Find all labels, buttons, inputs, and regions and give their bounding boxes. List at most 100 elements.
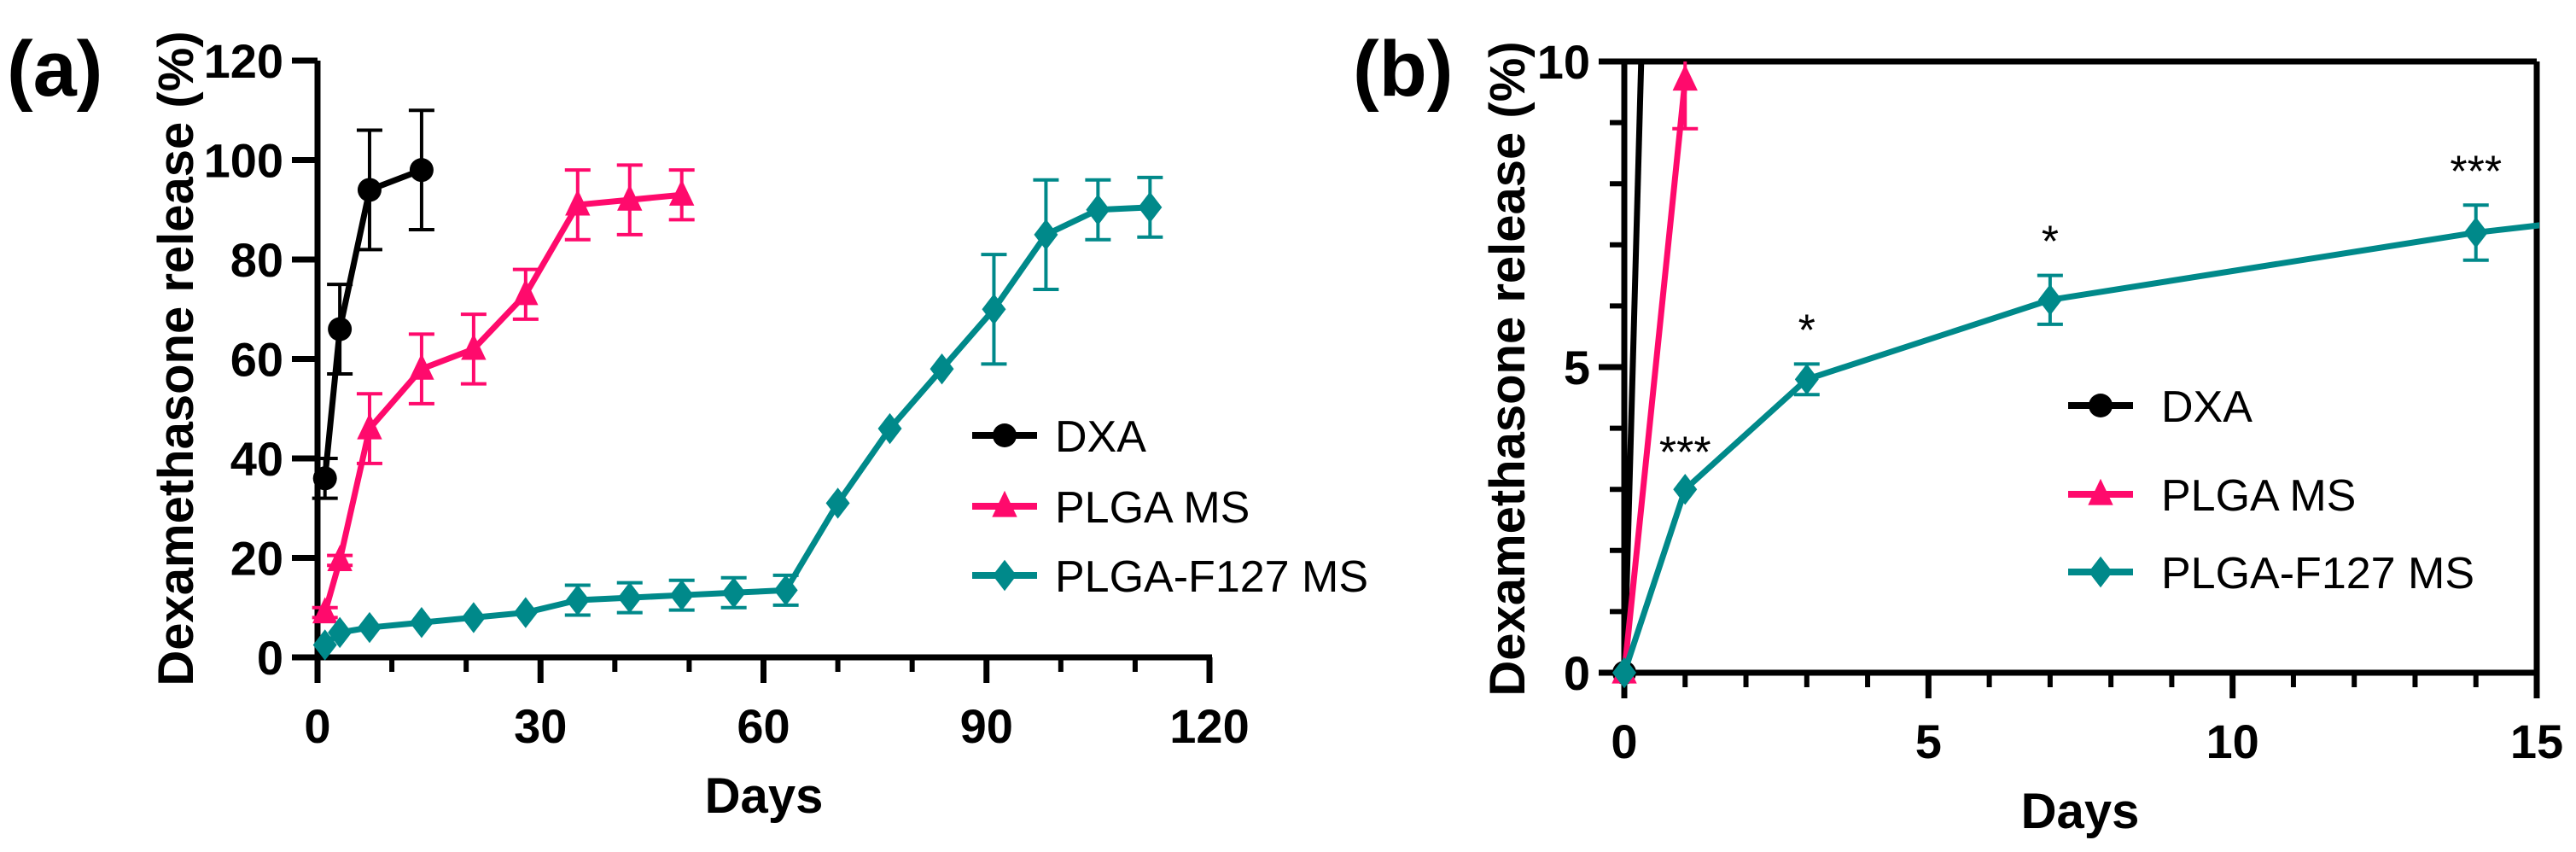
legend-label: PLGA-F127 MS — [2161, 549, 2474, 598]
data-point-plga-f127-ms — [1673, 474, 1698, 505]
data-point-plga-ms — [312, 597, 338, 624]
legend-marker-dxa — [2089, 394, 2113, 417]
series-line-dxa — [1622, 60, 1645, 674]
legend-item-plga-ms: PLGA MS — [2068, 471, 2356, 521]
data-point-dxa — [409, 158, 434, 183]
legend-label: DXA — [1055, 412, 1146, 462]
data-point-plga-ms — [461, 333, 487, 360]
data-point-plga-f127-ms — [2463, 217, 2488, 248]
significance-star: *** — [1659, 429, 1711, 478]
data-point-dxa — [312, 466, 337, 491]
y-tick-label: 60 — [230, 333, 283, 387]
series-line-plga-f127-ms — [1622, 222, 2539, 674]
x-tick-label: 10 — [2206, 715, 2259, 768]
data-point-plga-f127-ms — [1138, 191, 1163, 224]
data-point-plga-f127-ms — [409, 607, 434, 639]
panel-label-b: (b) — [1353, 26, 1453, 113]
series-line-plga-ms — [1622, 79, 1688, 674]
data-point-plga-f127-ms — [1612, 657, 1636, 689]
series-dxa — [312, 108, 434, 500]
x-tick-label: 0 — [304, 699, 330, 753]
data-point-plga-ms — [617, 184, 643, 211]
series-line-group — [1622, 222, 2539, 674]
significance-star: *** — [2450, 147, 2502, 196]
legend-b: DXA PLGA MS PLGA-F127 MS — [2068, 382, 2474, 598]
data-point-dxa — [357, 178, 382, 202]
data-point-plga-f127-ms — [1794, 364, 1819, 395]
legend-label: PLGA MS — [1055, 483, 1250, 533]
data-point-plga-f127-ms — [1034, 219, 1058, 251]
series-plga-f127-ms — [312, 175, 1163, 661]
legend-a: DXA PLGA MS PLGA-F127 MS — [972, 412, 1368, 602]
data-point-plga-f127-ms — [930, 353, 954, 385]
x-tick-label: 5 — [1915, 715, 1942, 768]
data-point-plga-ms — [327, 545, 353, 572]
data-point-plga-ms — [565, 189, 591, 216]
x-tick-label: 30 — [514, 699, 567, 753]
data-point-plga-f127-ms — [1086, 194, 1110, 225]
panel-label-a: (a) — [7, 26, 102, 113]
data-point-plga-f127-ms — [565, 584, 590, 616]
data-point-plga-f127-ms — [328, 616, 353, 649]
data-point-plga-ms — [669, 179, 695, 206]
y-axis-title-a: Dexamethasone release (%) — [149, 31, 204, 686]
y-tick-label: 80 — [230, 233, 283, 287]
legend-item-dxa: DXA — [972, 412, 1146, 462]
y-tick-label: 100 — [204, 134, 283, 188]
axes-a: 0 30 60 90 120 0 20 40 60 80 100 120 — [204, 34, 1250, 753]
significance-annotation: * — [1798, 306, 1815, 355]
y-axis-title-b: Dexamethasone release (%) — [1480, 41, 1536, 696]
data-point-plga-f127-ms — [312, 629, 337, 661]
series-line-plga-ms — [322, 191, 683, 614]
x-tick-label: 90 — [960, 699, 1013, 753]
data-point-plga-f127-ms — [877, 412, 902, 445]
legend-marker-plga-f127-ms — [2089, 556, 2113, 588]
series-line-group — [322, 191, 683, 614]
legend-label: PLGA-F127 MS — [1055, 552, 1368, 602]
legend-marker-dxa — [993, 423, 1017, 447]
data-point-plga-ms — [357, 412, 382, 440]
legend-item-plga-f127-ms: PLGA-F127 MS — [972, 552, 1368, 602]
y-tick-label: 120 — [204, 34, 283, 88]
series-line-group — [322, 166, 423, 479]
x-axis-title-b: Days — [2021, 784, 2140, 839]
legend-marker-plga-ms — [2088, 478, 2113, 505]
y-tick-label: 40 — [230, 432, 283, 486]
data-point-plga-f127-ms — [721, 577, 746, 609]
series-line-group — [1622, 79, 1688, 674]
significance-annotation: *** — [1659, 429, 1711, 478]
data-point-plga-f127-ms — [513, 597, 538, 628]
data-point-plga-f127-ms — [669, 579, 694, 611]
series-line-group — [1622, 60, 1645, 674]
legend-item-plga-f127-ms: PLGA-F127 MS — [2068, 549, 2474, 598]
series-a — [312, 108, 1163, 661]
significance-annotation: *** — [2450, 147, 2502, 196]
data-point-plga-f127-ms — [617, 581, 642, 614]
y-tick-label: 10 — [1537, 35, 1590, 89]
series-line-dxa — [322, 166, 423, 479]
series-b: ******** — [1611, 60, 2539, 689]
axes-b: 0 5 10 15 0 5 10 — [1537, 35, 2563, 768]
series-plga-f127-ms — [1612, 203, 2539, 689]
data-point-plga-f127-ms — [2037, 284, 2062, 316]
legend-label: DXA — [2161, 382, 2253, 432]
data-point-plga-ms — [1672, 64, 1698, 91]
x-axis-title-a: Days — [705, 768, 824, 824]
y-tick-label: 20 — [230, 532, 283, 586]
panel-b: (b) Dexamethasone release (%) Days 0 5 10 1… — [1353, 26, 2563, 839]
x-tick-label: 120 — [1169, 699, 1249, 753]
y-tick-label: 0 — [257, 631, 283, 685]
y-tick-label: 0 — [1564, 646, 1590, 700]
series-plga-ms — [312, 163, 695, 624]
data-point-plga-f127-ms — [825, 487, 850, 519]
legend-label: PLGA MS — [2161, 471, 2356, 521]
data-point-plga-ms — [409, 353, 434, 380]
x-tick-label: 15 — [2510, 715, 2563, 768]
significance-star: * — [1798, 306, 1815, 355]
legend-marker-plga-f127-ms — [993, 559, 1017, 592]
legend-marker-plga-ms — [992, 490, 1017, 517]
data-point-plga-f127-ms — [982, 294, 1006, 325]
panel-a: (a) Dexamethasone release (%) Days 0 30 60… — [7, 26, 1368, 824]
x-tick-label: 60 — [737, 699, 790, 753]
